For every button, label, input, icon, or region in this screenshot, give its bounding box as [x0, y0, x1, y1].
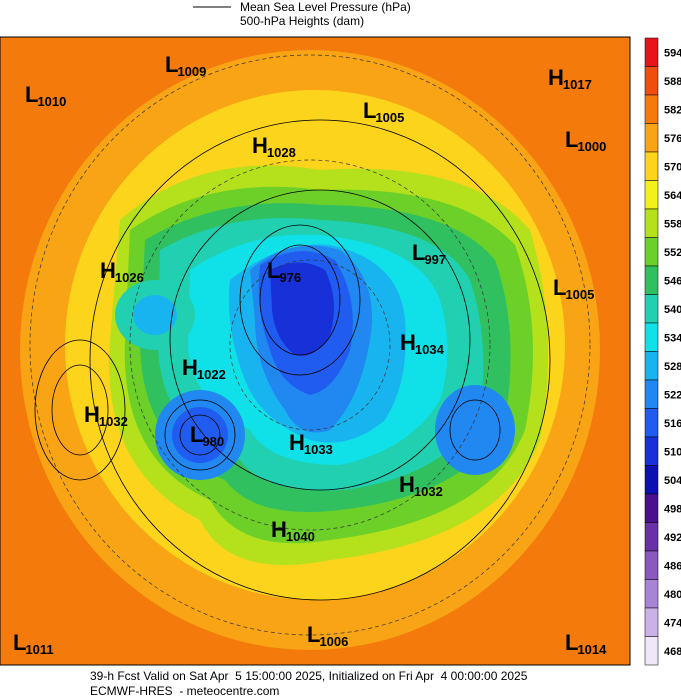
center-letter: L — [307, 622, 320, 647]
color-swatch — [644, 208, 659, 238]
center-letter: L — [13, 630, 26, 655]
center-value: 1006 — [319, 634, 348, 649]
center-value: 1017 — [563, 77, 592, 92]
center-value: 1032 — [99, 414, 128, 429]
color-label: 552 — [664, 247, 681, 259]
color-label: 468 — [664, 646, 681, 658]
color-swatch — [644, 180, 659, 210]
color-swatch — [644, 550, 659, 580]
center-letter: L — [165, 52, 178, 77]
color-label: 570 — [664, 161, 681, 173]
color-swatch — [644, 123, 659, 153]
center-letter: L — [553, 275, 566, 300]
center-letter: L — [565, 127, 578, 152]
center-letter: L — [412, 240, 425, 265]
color-label: 486 — [664, 560, 681, 572]
center-value: 1026 — [115, 270, 144, 285]
center-value: 980 — [202, 434, 224, 449]
center-value: 1014 — [577, 642, 607, 657]
color-label: 504 — [664, 475, 681, 487]
color-label: 564 — [664, 190, 681, 202]
color-swatch — [644, 522, 659, 552]
color-label: 492 — [664, 532, 681, 544]
center-value: 997 — [424, 252, 446, 267]
header-line: 500-hPa Heights (dam) — [240, 14, 364, 28]
header-line: Mean Sea Level Pressure (hPa) — [240, 0, 411, 14]
color-label: 558 — [664, 218, 681, 230]
color-label: 576 — [664, 133, 681, 145]
color-label: 516 — [664, 418, 681, 430]
center-value: 1005 — [565, 287, 594, 302]
center-value: 976 — [279, 270, 301, 285]
center-letter: L — [190, 422, 203, 447]
center-value: 1005 — [375, 110, 404, 125]
color-label: 510 — [664, 446, 681, 458]
center-letter: L — [25, 82, 38, 107]
color-swatch — [644, 493, 659, 523]
center-value: 1011 — [25, 642, 53, 657]
color-swatch — [644, 579, 659, 609]
center-value: 1033 — [304, 442, 333, 457]
color-swatch — [644, 265, 659, 295]
center-value: 1040 — [286, 529, 315, 544]
color-label: 582 — [664, 104, 681, 116]
center-value: 1034 — [415, 342, 445, 357]
center-letter: H — [84, 402, 100, 427]
color-swatch — [644, 151, 659, 181]
color-swatch — [644, 636, 659, 666]
color-label: 534 — [664, 332, 681, 344]
center-letter: H — [100, 258, 116, 283]
center-letter: H — [400, 330, 416, 355]
center-letter: H — [252, 133, 268, 158]
center-value: 1000 — [577, 139, 606, 154]
color-label: 546 — [664, 275, 681, 287]
center-letter: L — [565, 630, 578, 655]
color-label: 498 — [664, 503, 681, 515]
center-value: 1028 — [267, 145, 296, 160]
color-swatch — [644, 237, 659, 267]
color-swatch — [644, 351, 659, 381]
color-label: 474 — [664, 617, 681, 629]
color-label: 480 — [664, 589, 681, 601]
map — [0, 36, 631, 666]
color-swatch — [644, 294, 659, 324]
color-label: 588 — [664, 76, 681, 88]
color-swatch — [644, 465, 659, 495]
center-letter: H — [399, 472, 415, 497]
footer-line: ECMWF-HRES - meteocentre.com — [90, 684, 279, 698]
color-swatch — [644, 408, 659, 438]
color-swatch — [644, 94, 659, 124]
color-swatch — [644, 37, 659, 67]
color-swatch — [644, 436, 659, 466]
center-letter: L — [267, 258, 280, 283]
color-swatch — [644, 322, 659, 352]
color-swatch — [644, 379, 659, 409]
color-label: 522 — [664, 389, 681, 401]
color-swatch — [644, 607, 659, 637]
center-letter: H — [182, 355, 198, 380]
center-letter: H — [271, 517, 287, 542]
center-letter: H — [289, 430, 305, 455]
color-label: 594 — [664, 47, 681, 59]
center-letter: L — [363, 98, 376, 123]
center-value: 1010 — [37, 94, 66, 109]
center-value: 1009 — [177, 64, 206, 79]
footer-line: 39-h Fcst Valid on Sat Apr 5 15:00:00 20… — [90, 669, 528, 683]
color-label: 540 — [664, 304, 681, 316]
center-value: 1022 — [197, 367, 226, 382]
color-label: 528 — [664, 361, 681, 373]
center-letter: H — [548, 65, 564, 90]
color-swatch — [644, 66, 659, 96]
center-value: 1032 — [414, 484, 443, 499]
